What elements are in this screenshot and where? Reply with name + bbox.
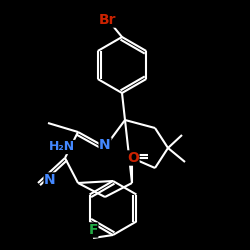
Text: H₂N: H₂N <box>49 140 75 153</box>
Text: N: N <box>44 173 56 187</box>
Text: F: F <box>88 223 98 237</box>
Text: Br: Br <box>99 13 117 27</box>
Text: N: N <box>99 138 111 152</box>
Text: O: O <box>127 151 139 165</box>
